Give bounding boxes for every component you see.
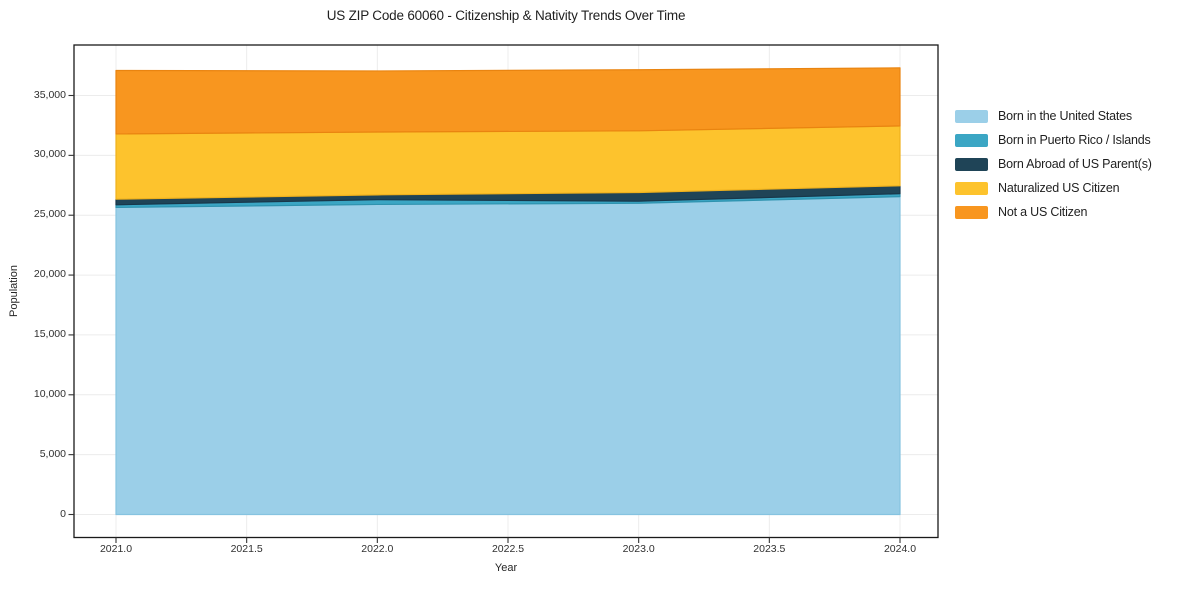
x-tick-label: 2021.5 [230,543,263,555]
legend-item: Not a US Citizen [955,200,1152,224]
area-series [115,125,901,200]
legend-item: Born in the United States [955,104,1152,128]
y-tick-label: 0 [60,507,66,520]
area-series [115,67,901,135]
legend-label: Born in the United States [998,109,1132,123]
legend-item: Born in Puerto Rico / Islands [955,128,1152,152]
x-tick-label: 2023.5 [753,543,786,555]
legend-label: Naturalized US Citizen [998,181,1120,195]
y-tick-label: 25,000 [33,208,66,221]
legend-swatch [955,157,988,171]
area-series [115,196,901,516]
legend-item: Born Abroad of US Parent(s) [955,152,1152,176]
legend-swatch [955,205,988,219]
plot-border [73,44,939,539]
y-tick-label: 5,000 [39,447,66,460]
chart-title: US ZIP Code 60060 - Citizenship & Nativi… [326,8,686,23]
legend-item: Naturalized US Citizen [955,176,1152,200]
y-tick-label: 10,000 [33,387,66,400]
legend-label: Born Abroad of US Parent(s) [998,157,1152,171]
y-tick-label: 30,000 [33,148,66,161]
legend-swatch [955,133,988,147]
x-tick-label: 2024.0 [883,543,917,555]
legend-swatch [955,181,988,195]
y-tick-label: 35,000 [33,88,66,101]
y-tick-label: 20,000 [33,268,66,281]
x-tick-label: 2022.5 [491,543,525,555]
legend: Born in the United States Born in Puerto … [955,104,1152,224]
legend-label: Not a US Citizen [998,205,1088,219]
y-tick-label: 15,000 [33,327,66,340]
x-tick-label: 2022.0 [361,543,394,555]
x-tick-label: 2021.0 [99,543,133,555]
legend-label: Born in Puerto Rico / Islands [998,133,1151,147]
x-tick-label: 2023.0 [622,543,655,555]
legend-swatch [955,109,988,123]
x-axis-label: Year [494,562,518,574]
